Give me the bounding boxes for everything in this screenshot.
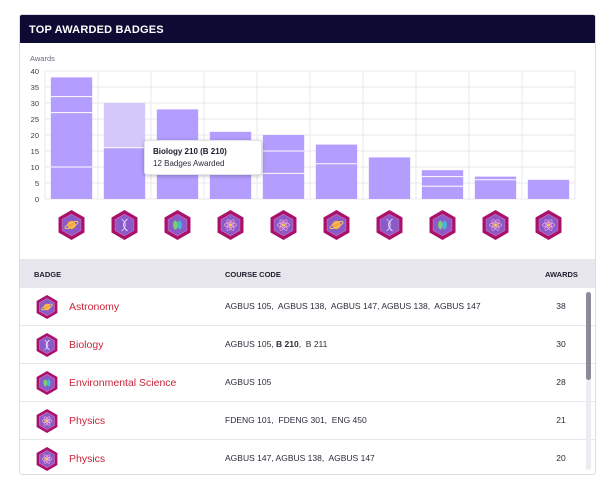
bar-5[interactable] — [262, 135, 305, 199]
table-row[interactable]: Physics AGBUS 147, AGBUS 138, AGBUS 147 20 — [20, 440, 595, 474]
y-tick-label: 35 — [31, 83, 39, 92]
atom-icon — [36, 409, 58, 433]
bar-segment[interactable] — [50, 112, 93, 167]
table-row[interactable]: Environmental Science AGBUS 105 28 — [20, 364, 595, 402]
table-row[interactable]: Astronomy AGBUS 105, AGBUS 138, AGBUS 147… — [20, 288, 595, 326]
atom-icon — [36, 409, 58, 433]
bar-segment[interactable] — [421, 186, 464, 199]
bar-segment[interactable] — [103, 103, 146, 148]
dna-icon — [111, 210, 138, 240]
col-badge: BADGE — [34, 270, 62, 279]
course-codes-text: AGBUS 105, — [225, 339, 277, 349]
col-course-code: COURSE CODE — [225, 270, 281, 279]
badge-name-link[interactable]: Biology — [69, 339, 104, 351]
atom-icon — [217, 210, 244, 240]
bar-1[interactable] — [50, 77, 93, 199]
tooltip-text: 12 Badges Awarded — [153, 159, 225, 168]
y-tick-label: 25 — [31, 115, 39, 124]
leaves-icon — [36, 371, 58, 395]
leaves-icon — [429, 210, 456, 240]
bar-segment[interactable] — [368, 157, 411, 199]
dna-icon — [376, 210, 403, 240]
course-codes-text: FDENG 101, FDENG 301, ENG 450 — [225, 415, 367, 425]
tooltip-title: Biology 210 (B 210) — [153, 147, 227, 156]
bar-segment[interactable] — [474, 176, 517, 180]
bar-segment[interactable] — [315, 144, 358, 164]
bar-segment[interactable] — [421, 176, 464, 187]
scrollbar-track[interactable] — [586, 292, 591, 470]
awards-count: 38 — [556, 301, 566, 311]
y-tick-label: 15 — [31, 147, 39, 156]
planet-icon — [58, 210, 85, 240]
atom-icon — [36, 447, 58, 471]
y-axis-label: Awards — [30, 54, 55, 63]
leaves-icon — [164, 210, 191, 240]
top-awarded-badges-card: TOP AWARDED BADGES Awards 0 5 10 15 20 25 30 35 4… — [19, 14, 596, 475]
atom-icon — [535, 210, 562, 240]
table-row[interactable]: Physics FDENG 101, FDENG 301, ENG 450 21 — [20, 402, 595, 440]
y-tick-label: 40 — [31, 67, 39, 76]
atom-icon — [270, 210, 297, 240]
y-tick-label: 10 — [31, 163, 39, 172]
bar-6[interactable] — [315, 144, 358, 199]
bar-segment[interactable] — [315, 163, 358, 199]
bar-2[interactable] — [103, 103, 146, 199]
chart-tooltip: Biology 210 (B 210) 12 Badges Awarded — [144, 140, 262, 175]
dna-icon — [36, 333, 58, 357]
leaves-icon — [36, 371, 58, 395]
course-codes-text: AGBUS 105, AGBUS 138, AGBUS 147, AGBUS 1… — [225, 301, 481, 311]
bar-segment[interactable] — [527, 179, 570, 199]
bar-10[interactable] — [527, 179, 570, 199]
course-codes: AGBUS 105, B 210, B 211 — [225, 339, 327, 349]
awards-count: 21 — [556, 415, 566, 425]
badge-table-body: Astronomy AGBUS 105, AGBUS 138, AGBUS 147… — [20, 288, 595, 474]
planet-icon — [323, 210, 350, 240]
bar-segment[interactable] — [156, 109, 199, 142]
awards-count: 28 — [556, 377, 566, 387]
course-codes-text: , B 211 — [298, 339, 328, 349]
bar-segment[interactable] — [103, 147, 146, 199]
table-row[interactable]: Biology AGBUS 105, B 210, B 211 30 — [20, 326, 595, 364]
badge-name-link[interactable]: Environmental Science — [69, 377, 177, 389]
card-title: TOP AWARDED BADGES — [20, 15, 595, 43]
atom-icon — [36, 447, 58, 471]
bar-9[interactable] — [474, 176, 517, 199]
course-codes: AGBUS 105, AGBUS 138, AGBUS 147, AGBUS 1… — [225, 301, 481, 311]
planet-icon — [36, 295, 58, 319]
planet-icon — [36, 295, 58, 319]
bar-segment[interactable] — [421, 170, 464, 177]
awards-count: 30 — [556, 339, 566, 349]
course-codes: FDENG 101, FDENG 301, ENG 450 — [225, 415, 367, 425]
bar-7[interactable] — [368, 157, 411, 199]
dna-icon — [36, 333, 58, 357]
atom-icon — [482, 210, 509, 240]
course-codes: AGBUS 147, AGBUS 138, AGBUS 147 — [225, 453, 375, 463]
course-codes: AGBUS 105 — [225, 377, 271, 387]
chart-svg: Awards 0 5 10 15 20 25 30 35 40 — [30, 54, 576, 240]
y-tick-label: 30 — [31, 99, 39, 108]
bar-segment[interactable] — [50, 167, 93, 199]
bar-segment[interactable] — [262, 173, 305, 199]
course-codes-text: AGBUS 147, AGBUS 138, AGBUS 147 — [225, 453, 375, 463]
badge-name-link[interactable]: Astronomy — [69, 301, 120, 313]
y-tick-label: 5 — [35, 179, 39, 188]
bar-segment[interactable] — [262, 151, 305, 174]
badge-name-link[interactable]: Physics — [69, 415, 106, 427]
course-code-highlighted: B 210 — [276, 339, 299, 349]
badge-name-link[interactable]: Physics — [69, 453, 106, 465]
col-awards: AWARDS — [545, 270, 578, 279]
scrollbar-thumb[interactable] — [586, 292, 591, 380]
awards-bar-chart: Awards 0 5 10 15 20 25 30 35 40 Biology 210 (B 21… — [20, 43, 595, 260]
bar-8[interactable] — [421, 170, 464, 199]
bar-segment[interactable] — [262, 135, 305, 151]
bar-segment[interactable] — [50, 77, 93, 97]
y-tick-label: 20 — [31, 131, 39, 140]
course-codes-text: AGBUS 105 — [225, 377, 272, 387]
table-header: BADGE COURSE CODE AWARDS — [20, 259, 595, 288]
awards-count: 20 — [556, 453, 566, 463]
bar-segment[interactable] — [474, 179, 517, 199]
y-tick-label: 0 — [35, 195, 39, 204]
bar-segment[interactable] — [50, 96, 93, 113]
